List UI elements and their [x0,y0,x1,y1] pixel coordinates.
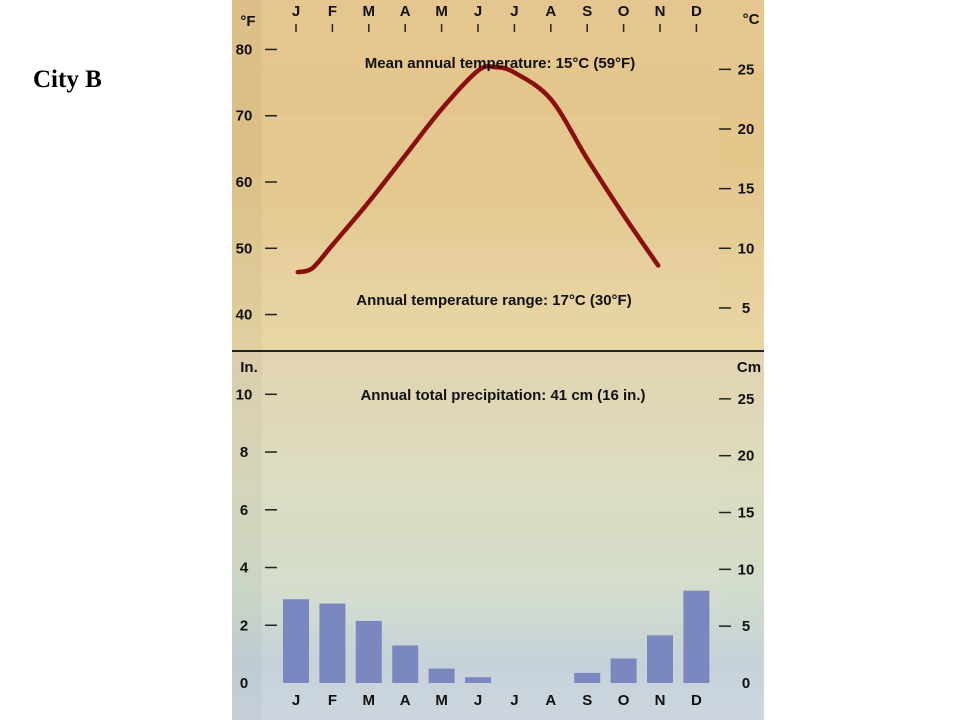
month-tick-label-top: M [363,3,376,20]
precipitation-bar [392,645,419,683]
inches-unit-label: In. [240,359,258,376]
centimeters-tick-label: 25 [738,391,755,408]
month-tick-label-top: J [510,3,518,20]
temperature-panel [232,0,764,351]
precipitation-bar [428,668,455,683]
month-tick-label-top: A [545,3,556,20]
inches-tick-label: 0 [240,675,248,692]
precipitation-bars [283,590,710,683]
month-tick-label-top: D [691,3,702,20]
month-tick-label-bottom: N [655,692,666,709]
month-tick-label-bottom: S [582,692,592,709]
temperature-band [262,248,722,315]
precipitation-bar [683,590,710,683]
fahrenheit-tick-label: 50 [236,240,253,257]
centimeters-tick-label: 15 [738,505,755,522]
chart-background [232,0,764,720]
month-tick-label-bottom: O [618,692,630,709]
month-tick-label-top: J [474,3,482,20]
inches-tick-label: 8 [240,444,248,461]
annual-precipitation-label: Annual total precipitation: 41 cm (16 in… [360,387,645,404]
celsius-tick-label: 20 [738,121,755,138]
centimeters-unit-label: Cm [737,359,761,376]
celsius-tick-label: 5 [742,300,750,317]
precipitation-bar [283,599,309,683]
celsius-tick-label: 25 [738,61,755,78]
annual-temperature-range-label: Annual temperature range: 17°C (30°F) [356,292,631,309]
centimeters-tick-label: 5 [742,618,750,635]
precipitation-bar [610,658,637,683]
centimeters-tick-label: 20 [738,448,755,465]
precipitation-bar [574,672,601,683]
month-tick-label-top: F [328,3,337,20]
month-tick-label-bottom: A [545,692,556,709]
temperature-band [262,115,722,182]
fahrenheit-tick-label: 70 [236,108,253,125]
precipitation-bar [647,635,673,683]
precipitation-band [262,452,722,510]
month-tick-label-top: A [400,3,411,20]
fahrenheit-tick-label: 40 [236,307,253,324]
month-tick-label-bottom: J [292,692,300,709]
month-tick-label-bottom: A [400,692,411,709]
inches-tick-label: 6 [240,502,248,519]
precipitation-bar [465,677,491,683]
inches-tick-label: 10 [236,386,253,403]
celsius-tick-label: 10 [738,240,755,257]
fahrenheit-tick-label: 80 [236,41,253,58]
centimeters-tick-label: 0 [742,675,750,692]
fahrenheit-tick-label: 60 [236,174,253,191]
precipitation-axes: 0 2 4 6 8 10 0 5 10 15 20 25 [236,386,755,692]
month-tick-label-bottom: M [363,692,376,709]
month-tick-label-top: M [435,3,448,20]
mean-annual-temperature-label: Mean annual temperature: 15°C (59°F) [365,55,635,72]
month-tick-label-bottom: J [474,692,482,709]
fahrenheit-unit-label: °F [240,13,255,30]
month-tick-label-top: O [618,3,630,20]
temperature-axes: 40 50 60 70 80 5 10 15 20 25 [236,41,755,323]
centimeters-tick-label: 10 [738,561,755,578]
precipitation-bar [319,603,346,683]
celsius-unit-label: °C [743,11,760,28]
month-tick-label-top: J [292,3,300,20]
month-tick-label-bottom: M [435,692,448,709]
month-tick-label-bottom: J [510,692,518,709]
inches-tick-label: 2 [240,617,248,634]
inches-tick-label: 4 [240,560,249,577]
month-tick-label-bottom: D [691,692,702,709]
temperature-line [295,64,661,275]
month-tick-label-bottom: F [328,692,337,709]
month-tick-label-top: N [655,3,666,20]
precipitation-bar [355,620,382,683]
month-tick-label-top: S [582,3,592,20]
chart-bands [262,115,722,626]
city-label: City B [33,66,102,93]
celsius-tick-label: 15 [738,181,755,198]
